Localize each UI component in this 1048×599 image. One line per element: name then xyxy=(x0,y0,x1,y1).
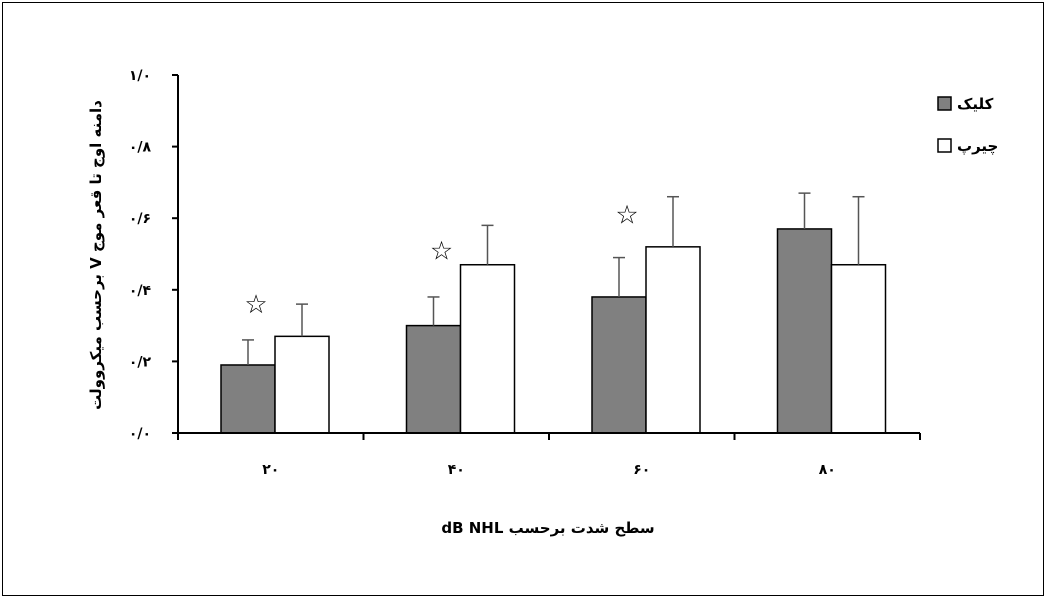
significance-star-icon: ☆ xyxy=(430,236,453,266)
chart-axes: ۰/۰ ۰/۲ ۰/۴ ۰/۶ ۰/۸ ۱/۰ ۲۰ ۴۰ ۶۰ ۸۰ xyxy=(129,68,921,478)
bar-1-3 xyxy=(591,296,647,434)
y-axis-title: دامنه اوج تا قعر موج V برحسب میکروولت xyxy=(87,100,105,410)
y-tick-label: ۰/۶ xyxy=(129,211,151,227)
bar-1-2 xyxy=(405,324,462,434)
bar-2-4 xyxy=(830,263,887,434)
bar-1-1 xyxy=(220,364,276,434)
x-tick-label: ۸۰ xyxy=(819,462,836,478)
y-tick-label: ۰/۸ xyxy=(129,140,152,156)
legend-swatch-2 xyxy=(937,138,952,153)
x-tick-label: ۶۰ xyxy=(633,462,650,478)
y-tick-label: ۱/۰ xyxy=(129,68,151,84)
x-tick-label: ۲۰ xyxy=(262,462,279,478)
bar-2-2 xyxy=(459,263,516,434)
y-tick-label: ۰/۲ xyxy=(129,354,152,370)
bar-1-4 xyxy=(776,228,833,434)
x-axis-title: سطح شدت برحسب dB NHL xyxy=(441,519,654,537)
significance-star-icon: ☆ xyxy=(244,290,267,320)
x-tick-label: ۴۰ xyxy=(448,462,465,478)
significance-star-icon: ☆ xyxy=(615,201,638,231)
chart-legend: کلیک چیرپ xyxy=(937,95,998,156)
bar-2-1 xyxy=(274,335,330,434)
legend-label-2: چیرپ xyxy=(957,137,998,156)
legend-label-1: کلیک xyxy=(957,95,994,113)
chart-marks: ☆ ☆ ☆ xyxy=(220,192,887,434)
y-tick-label: ۰/۰ xyxy=(129,426,151,442)
bar-2-3 xyxy=(645,246,701,434)
y-tick-label: ۰/۴ xyxy=(129,283,152,299)
legend-swatch-1 xyxy=(937,96,952,111)
